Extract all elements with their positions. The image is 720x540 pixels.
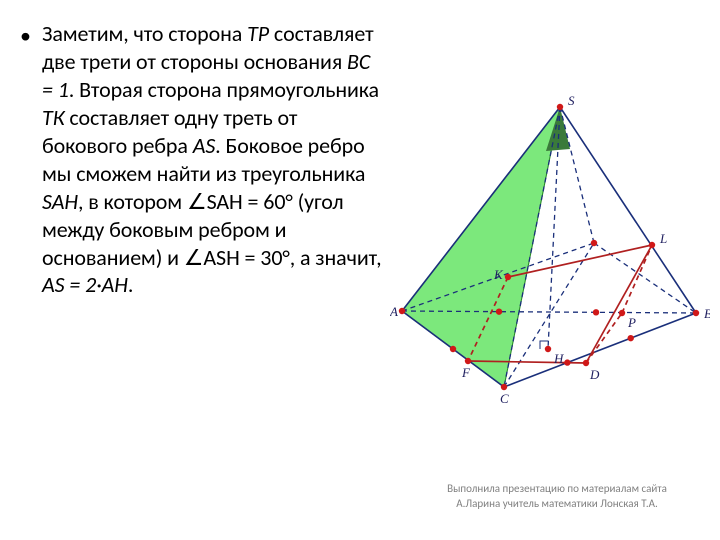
text-column: • Заметим, что сторона ТР составляет две… [20, 20, 385, 532]
svg-text:C: C [500, 391, 509, 406]
svg-text:L: L [659, 231, 667, 246]
svg-text:D: D [589, 367, 600, 382]
svg-text:A: A [390, 304, 398, 319]
credit-text: Выполнила презентацию по материалам сайт… [432, 482, 682, 512]
visual-column: A B C S H F D K L P Выполнила презентацию по мате… [385, 20, 712, 532]
bullet-paragraph: • Заметим, что сторона ТР составляет две… [20, 20, 385, 299]
paragraph-text: Заметим, что сторона ТР составляет две т… [42, 20, 385, 299]
pyramid-diagram: A B C S H F D K L P [390, 95, 710, 425]
svg-text:F: F [461, 365, 471, 380]
svg-text:K: K [493, 267, 504, 282]
svg-text:H: H [553, 351, 564, 366]
svg-text:B: B [704, 306, 710, 321]
svg-text:P: P [627, 315, 636, 330]
svg-text:S: S [568, 95, 575, 108]
bullet-marker: • [20, 20, 42, 299]
